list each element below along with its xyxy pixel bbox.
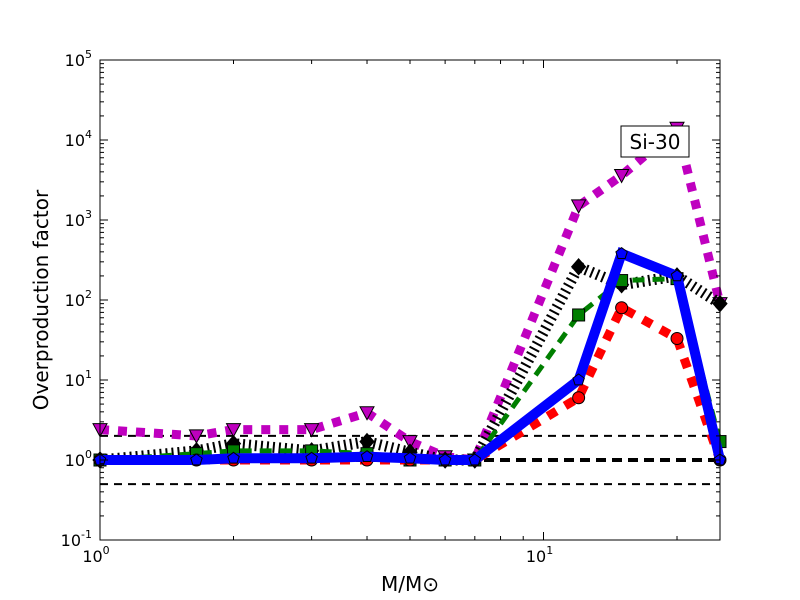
data-point xyxy=(305,451,318,464)
data-point xyxy=(360,450,374,463)
series-line-blue xyxy=(100,247,725,465)
data-point xyxy=(402,435,418,450)
x-tick-label: 101 xyxy=(526,544,553,566)
data-point xyxy=(615,246,628,259)
data-point xyxy=(570,258,587,276)
data-point xyxy=(572,373,585,386)
series-magenta xyxy=(92,120,728,469)
data-point xyxy=(468,453,482,466)
series-line-magenta xyxy=(99,120,725,465)
y-tick-label: 105 xyxy=(65,48,92,70)
data-point xyxy=(190,453,203,466)
y-tick-label: 103 xyxy=(65,208,92,230)
y-tick-label: 101 xyxy=(65,368,92,390)
data-point xyxy=(403,451,417,464)
data-point xyxy=(359,406,375,421)
series-blue xyxy=(93,246,727,466)
y-tick-label: 100 xyxy=(65,448,92,470)
y-tick-label: 104 xyxy=(65,128,92,150)
data-point xyxy=(188,429,205,444)
y-tick-label: 10-1 xyxy=(61,528,92,550)
data-point xyxy=(570,199,587,214)
y-axis-label: Overproduction factor xyxy=(29,189,53,410)
data-point xyxy=(227,451,240,464)
data-point xyxy=(438,453,452,466)
data-point xyxy=(303,423,320,438)
data-point xyxy=(225,423,242,438)
data-point xyxy=(670,332,684,346)
annotation-box: Si-30 xyxy=(620,125,690,158)
data-point xyxy=(615,301,629,315)
data-point xyxy=(613,168,630,184)
data-point xyxy=(670,269,684,282)
y-tick-label: 102 xyxy=(65,288,92,310)
data-point xyxy=(572,308,586,322)
x-tick-label: 100 xyxy=(82,544,109,566)
x-axis-label: M/M⊙ xyxy=(381,572,439,596)
annotation-label: Si-30 xyxy=(630,130,681,154)
data-point xyxy=(572,391,586,405)
